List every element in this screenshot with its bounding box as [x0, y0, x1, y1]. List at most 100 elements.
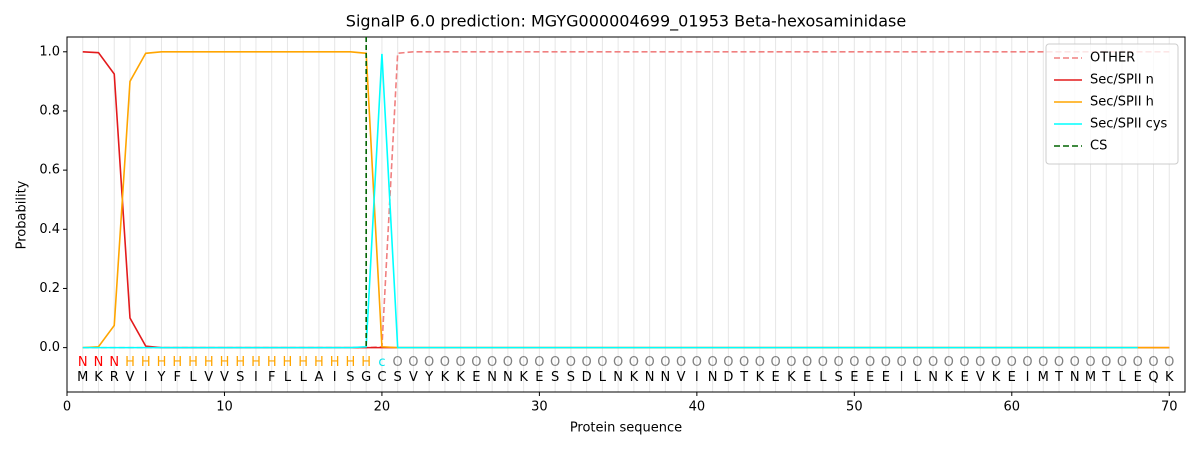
region-label: H: [125, 355, 135, 370]
region-label: O: [1007, 355, 1017, 370]
residue: D: [582, 370, 592, 385]
residue: S: [834, 370, 842, 385]
region-label: H: [157, 355, 167, 370]
region-label: N: [78, 355, 88, 370]
region-label: O: [645, 355, 655, 370]
y-tick-label: 0.4: [39, 222, 60, 237]
residue: V: [677, 370, 686, 385]
legend-label: CS: [1090, 139, 1107, 154]
residue: N: [708, 370, 718, 385]
residue: A: [314, 370, 323, 385]
residue: E: [866, 370, 874, 385]
legend-box: [1045, 43, 1179, 165]
region-label: O: [959, 355, 969, 370]
residue: I: [144, 370, 148, 385]
residue: N: [645, 370, 655, 385]
region-label: O: [676, 355, 686, 370]
region-label: H: [220, 355, 230, 370]
region-label: O: [849, 355, 859, 370]
residue: N: [928, 370, 938, 385]
region-label: O: [1117, 355, 1127, 370]
series-line: [82, 50, 1170, 349]
residue: K: [94, 370, 103, 385]
region-label: O: [1164, 355, 1174, 370]
residue: K: [992, 370, 1001, 385]
region-label: O: [660, 355, 670, 370]
region-label: O: [1101, 355, 1111, 370]
residue: F: [173, 370, 180, 385]
residue: S: [551, 370, 559, 385]
legend-label: Sec/SPII h: [1090, 95, 1154, 110]
x-tick-label: 40: [689, 400, 706, 415]
region-label: O: [912, 355, 922, 370]
residue: V: [204, 370, 213, 385]
region-label: O: [865, 355, 875, 370]
region-label: O: [802, 355, 812, 370]
region-label: O: [707, 355, 717, 370]
residue: L: [914, 370, 922, 385]
region-label: O: [755, 355, 765, 370]
region-label: H: [361, 355, 371, 370]
y-tick-label: 0.2: [39, 281, 60, 296]
residue: E: [1008, 370, 1016, 385]
residue: K: [519, 370, 528, 385]
series-line: [82, 50, 1170, 349]
residue: V: [126, 370, 135, 385]
residue: L: [599, 370, 607, 385]
residue: M: [1085, 370, 1096, 385]
x-tick-label: 70: [1161, 400, 1178, 415]
residue: T: [739, 370, 748, 385]
region-label: O: [1148, 355, 1158, 370]
region-label: H: [314, 355, 324, 370]
region-label: O: [944, 355, 954, 370]
residue: L: [1118, 370, 1126, 385]
legend-label: Sec/SPII n: [1090, 73, 1154, 88]
region-label: H: [235, 355, 245, 370]
residue: T: [1101, 370, 1110, 385]
residue: E: [472, 370, 480, 385]
region-label: O: [1038, 355, 1048, 370]
region-label: O: [818, 355, 828, 370]
residue: M: [1038, 370, 1049, 385]
region-label: O: [928, 355, 938, 370]
residue: L: [284, 370, 292, 385]
residue: I: [900, 370, 904, 385]
region-label: O: [1054, 355, 1064, 370]
y-axis-label: Probability: [15, 180, 30, 249]
region-label: O: [1133, 355, 1143, 370]
region-label: H: [204, 355, 214, 370]
residue: C: [377, 370, 386, 385]
residue: F: [268, 370, 275, 385]
legend-label: Sec/SPII cys: [1090, 117, 1168, 132]
residue: K: [441, 370, 450, 385]
residue: Q: [1148, 370, 1158, 385]
region-label: H: [141, 355, 151, 370]
residue: K: [456, 370, 465, 385]
residue: S: [394, 370, 402, 385]
region-label: O: [1022, 355, 1032, 370]
plot-frame: [66, 36, 1186, 393]
residue: E: [771, 370, 779, 385]
residue: V: [220, 370, 229, 385]
region-label: H: [188, 355, 198, 370]
region-label: O: [975, 355, 985, 370]
residue: E: [850, 370, 858, 385]
region-label: H: [330, 355, 340, 370]
residue: Y: [424, 370, 433, 385]
region-label: O: [613, 355, 623, 370]
region-label: H: [346, 355, 356, 370]
region-label: O: [550, 355, 560, 370]
region-label: O: [692, 355, 702, 370]
region-label: O: [1085, 355, 1095, 370]
residue: T: [1054, 370, 1063, 385]
residue: Y: [157, 370, 166, 385]
series-line: [82, 53, 1138, 349]
residue: E: [882, 370, 890, 385]
region-label: O: [456, 355, 466, 370]
y-tick-label: 0.8: [39, 103, 60, 118]
region-label: N: [109, 355, 119, 370]
region-label: O: [770, 355, 780, 370]
region-label: H: [267, 355, 277, 370]
x-tick-label: 10: [216, 400, 233, 415]
